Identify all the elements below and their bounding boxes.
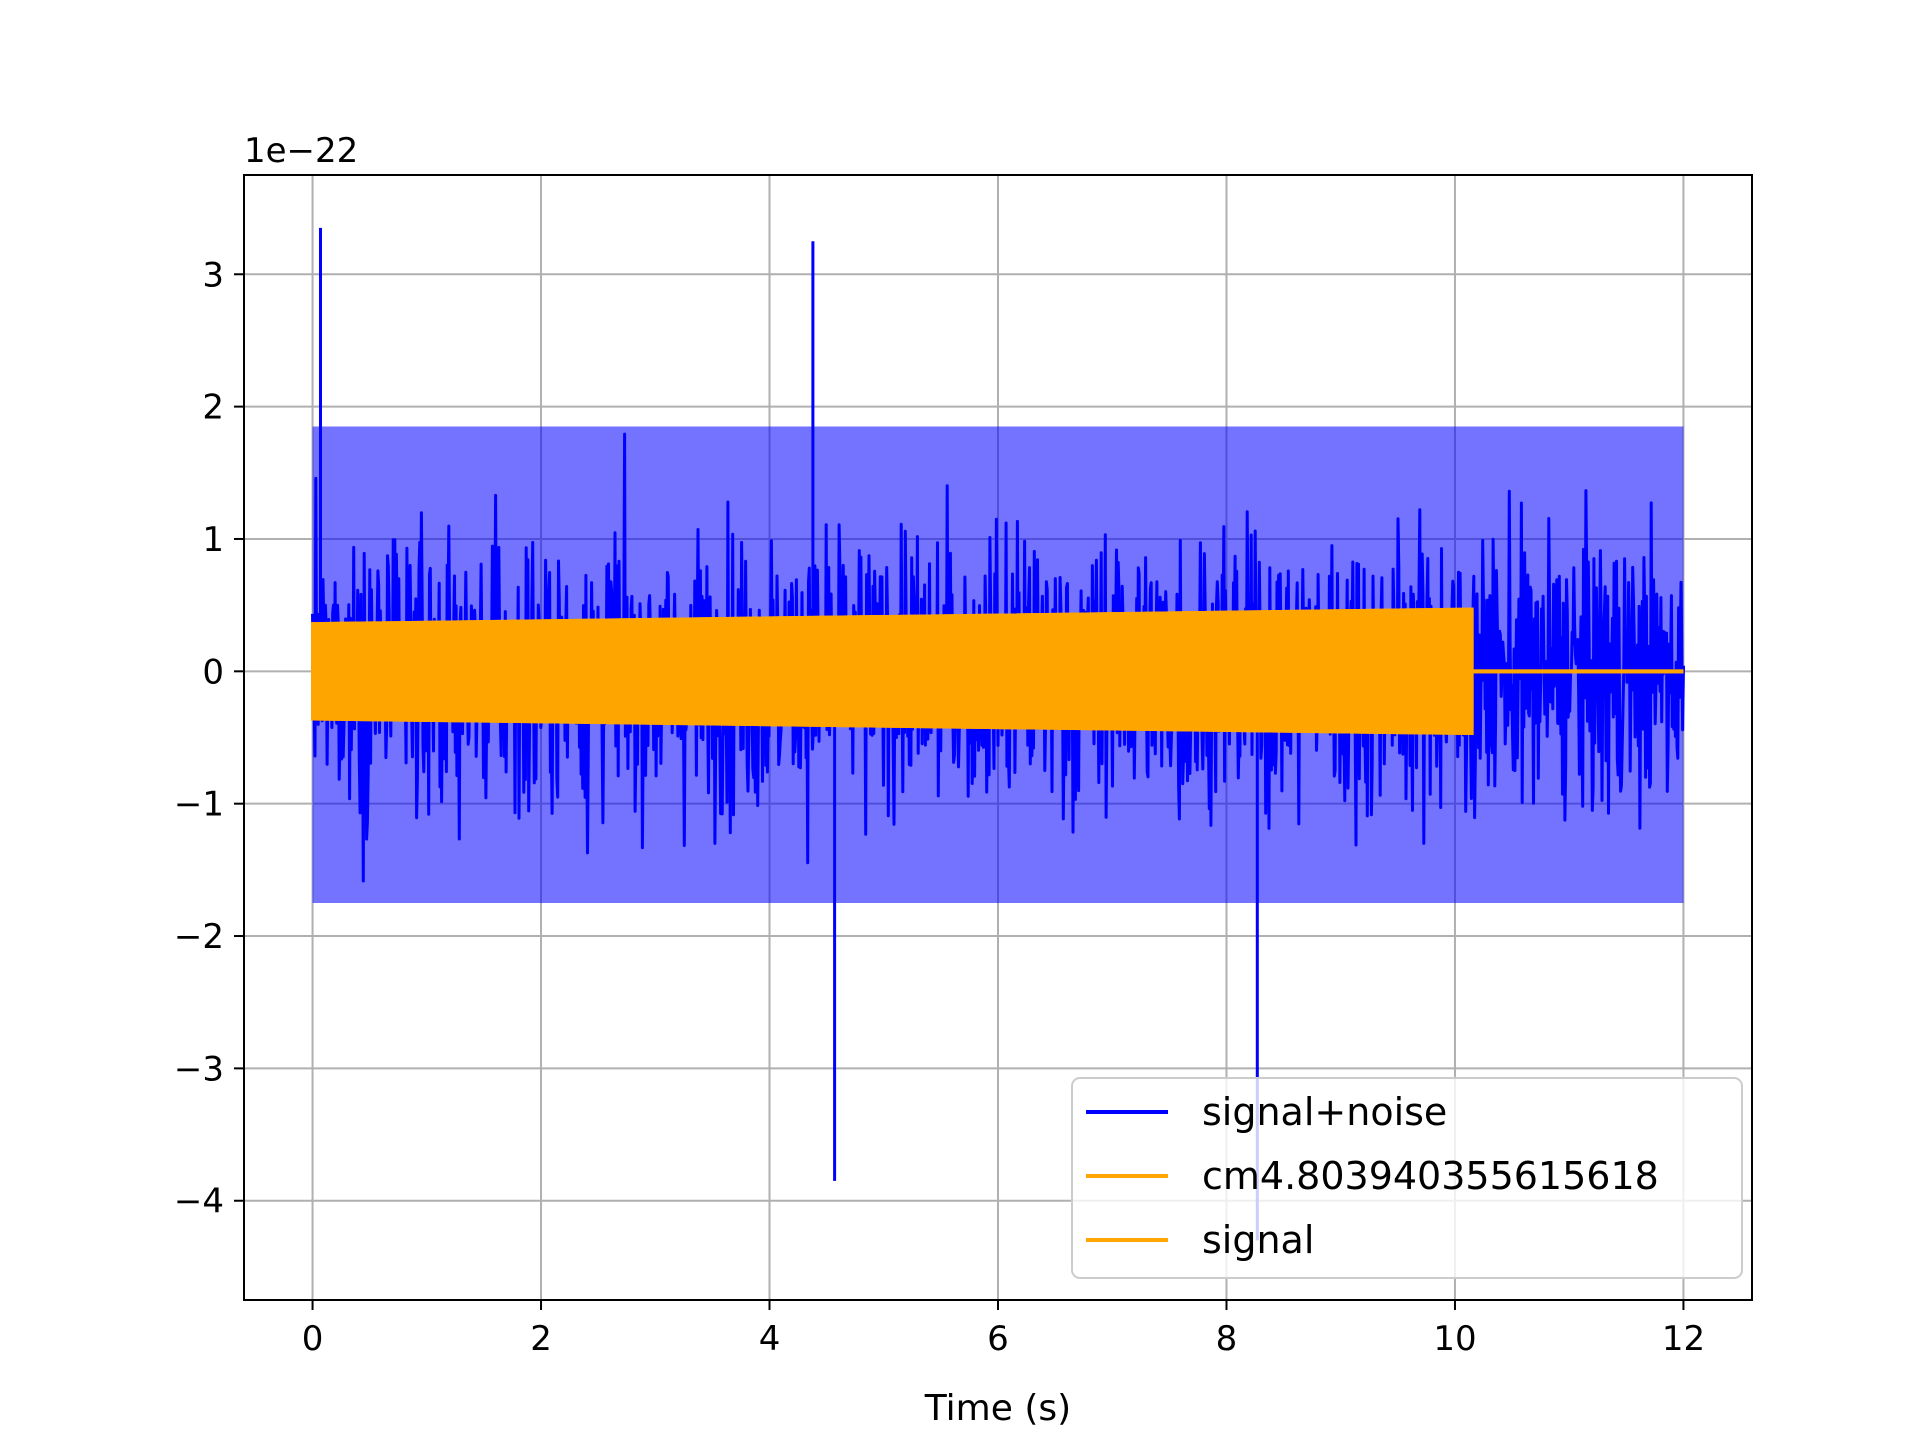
x-tick-label: 2 xyxy=(530,1319,552,1359)
x-tick-label: 0 xyxy=(302,1319,324,1359)
y-offset-text: 1e−22 xyxy=(244,131,358,171)
y-tick-label: 1 xyxy=(202,520,224,560)
x-tick-label: 8 xyxy=(1216,1319,1238,1359)
legend-box xyxy=(1071,1077,1743,1279)
y-tick-label: −3 xyxy=(174,1049,224,1089)
y-tick-label: 3 xyxy=(202,255,224,295)
y-tick-label: −1 xyxy=(174,785,224,825)
y-tick-label: −2 xyxy=(174,917,224,957)
x-axis-title: Time (s) xyxy=(924,1388,1071,1429)
x-tick-label: 10 xyxy=(1433,1319,1476,1359)
series-signal-band xyxy=(311,607,1474,736)
legend-label: signal xyxy=(1202,1218,1314,1262)
legend-label: cm4.803940355615618 xyxy=(1202,1154,1659,1198)
y-tick-label: −4 xyxy=(174,1182,224,1222)
legend-label: signal+noise xyxy=(1202,1090,1447,1134)
legend: signal+noise cm4.803940355615618 signal xyxy=(1071,1077,1743,1279)
y-tick-label: 0 xyxy=(202,652,224,692)
x-tick-label: 4 xyxy=(759,1319,781,1359)
y-tick-label: 2 xyxy=(202,388,224,428)
plot-area xyxy=(311,227,1685,1241)
series-layer xyxy=(311,227,1685,1241)
x-tick-label: 12 xyxy=(1662,1319,1705,1359)
x-tick-label: 6 xyxy=(987,1319,1009,1359)
